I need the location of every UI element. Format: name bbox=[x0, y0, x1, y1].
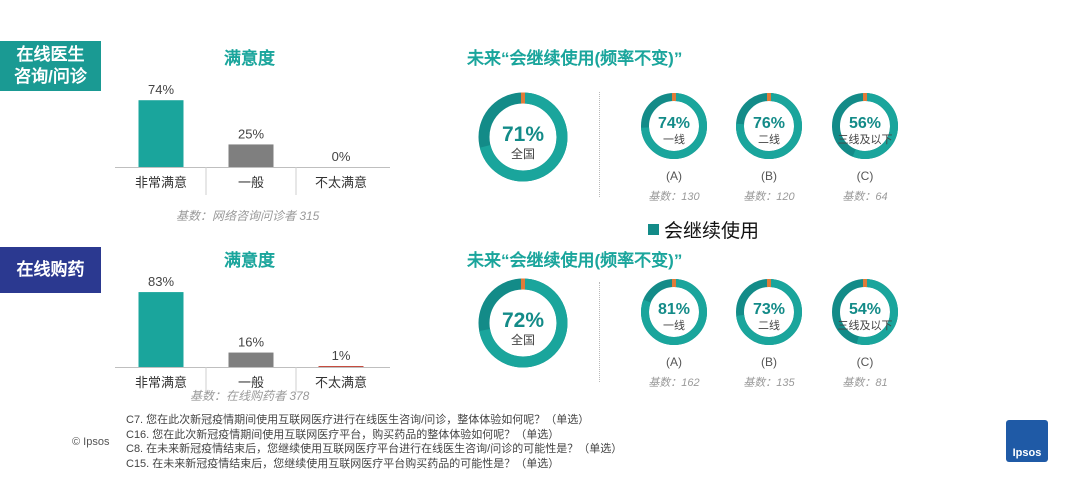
donut-sublabel: 一线 bbox=[663, 318, 685, 332]
base-note: 基数：在线购药者 378 bbox=[190, 389, 310, 403]
tier-base: 基数：64 bbox=[842, 190, 887, 203]
continue-use-title: 未来“会继续使用(频率不变)” bbox=[467, 251, 683, 270]
donut-percent-label: 76% bbox=[753, 115, 785, 132]
bar bbox=[138, 100, 184, 167]
category-label: 不太满意 bbox=[315, 175, 367, 190]
tier-letter: (B) bbox=[761, 355, 777, 369]
donut-sublabel: 一线 bbox=[663, 132, 685, 146]
section-tag-line-1: 在线购药 bbox=[16, 260, 85, 279]
donut-percent-label: 81% bbox=[658, 301, 690, 318]
donut-sublabel: 全国 bbox=[511, 146, 535, 161]
section-tag-line-1: 在线医生 bbox=[16, 45, 85, 64]
donut-percent-label: 72% bbox=[502, 309, 544, 332]
tier-letter: (A) bbox=[666, 355, 682, 369]
bar-value-label: 83% bbox=[148, 274, 174, 289]
bar-value-label: 16% bbox=[238, 335, 264, 350]
tier-base: 基数：135 bbox=[743, 376, 795, 389]
tier-letter: (C) bbox=[857, 169, 874, 183]
donut-start-marker bbox=[767, 279, 771, 287]
question-note: C8. 在未来新冠疫情结束后，您继续使用互联网医疗平台进行在线医生咨询/问诊的可… bbox=[126, 443, 623, 455]
tier-base: 基数：120 bbox=[743, 190, 795, 203]
donut-start-marker bbox=[767, 93, 771, 101]
donut-start-marker bbox=[672, 279, 676, 287]
section-tag-online-pharmacy: 在线购药 bbox=[0, 247, 101, 293]
tier-base: 基数：81 bbox=[842, 376, 887, 389]
satisfaction-bar-chart: 74% 非常满意 25% 一般 0% 不太满意 bbox=[115, 82, 390, 195]
legend: 会继续使用 bbox=[648, 216, 759, 243]
bar-value-label: 1% bbox=[332, 348, 351, 363]
donut-start-marker bbox=[863, 93, 867, 101]
donut-start-marker bbox=[521, 92, 525, 104]
divider bbox=[599, 282, 600, 382]
tier-base: 基数：130 bbox=[648, 190, 700, 203]
copyright: © Ipsos bbox=[72, 436, 110, 448]
category-label: 一般 bbox=[238, 375, 264, 390]
bar bbox=[228, 144, 274, 167]
ipsos-logo: Ipsos bbox=[1006, 420, 1048, 462]
section-tag-line-2: 咨询/问诊 bbox=[14, 67, 87, 86]
divider bbox=[599, 92, 600, 197]
donut-start-marker bbox=[521, 278, 525, 290]
bar bbox=[138, 292, 184, 367]
question-note: C16. 您在此次新冠疫情期间使用互联网医疗平台，购买药品的整体体验如何呢？（单… bbox=[126, 428, 560, 441]
satisfaction-bar-chart: 83% 非常满意 16% 一般 1% 不太满意 bbox=[115, 274, 390, 392]
continue-use-donuts: 71%全国 74%一线 (A) 基数：130 76%二线 (B) 基数：120 56%三线及以… bbox=[478, 92, 898, 203]
bar-value-label: 74% bbox=[148, 82, 174, 97]
base-note: 基数：网络咨询问诊者 315 bbox=[176, 209, 320, 223]
donut-sublabel: 全国 bbox=[511, 332, 535, 347]
bar bbox=[228, 352, 274, 367]
tier-base: 基数：162 bbox=[648, 376, 699, 389]
bar-value-label: 0% bbox=[332, 149, 351, 164]
donut-sublabel: 三线及以下 bbox=[838, 318, 893, 332]
category-label: 一般 bbox=[238, 175, 264, 190]
tier-letter: (C) bbox=[857, 355, 874, 369]
tier-letter: (A) bbox=[666, 169, 682, 183]
satisfaction-title: 满意度 bbox=[224, 251, 275, 270]
bar bbox=[318, 366, 364, 367]
question-note: C7. 您在此次新冠疫情期间使用互联网医疗进行在线医生咨询/问诊，整体体验如何呢… bbox=[126, 414, 590, 426]
donut-percent-label: 54% bbox=[849, 301, 881, 318]
legend-swatch bbox=[648, 224, 659, 235]
question-notes: C7. 您在此次新冠疫情期间使用互联网医疗进行在线医生咨询/问诊，整体体验如何呢… bbox=[126, 413, 622, 471]
category-label: 非常满意 bbox=[135, 375, 187, 390]
continue-use-donuts: 72%全国 81%一线 (A) 基数：162 73%二线 (B) 基数：135 54%三线及以… bbox=[478, 278, 898, 389]
satisfaction-title: 满意度 bbox=[224, 49, 275, 68]
category-label: 不太满意 bbox=[315, 375, 367, 390]
donut-sublabel: 二线 bbox=[758, 132, 780, 146]
donut-start-marker bbox=[863, 279, 867, 287]
logo-text: Ipsos bbox=[1012, 447, 1042, 459]
tier-letter: (B) bbox=[761, 169, 777, 183]
legend-label: 会继续使用 bbox=[664, 221, 760, 242]
donut-start-marker bbox=[672, 93, 676, 101]
category-label: 非常满意 bbox=[135, 175, 187, 190]
donut-percent-label: 73% bbox=[753, 301, 785, 318]
section-tag-online-consult: 在线医生 咨询/问诊 bbox=[0, 41, 101, 91]
donut-percent-label: 71% bbox=[502, 123, 544, 146]
continue-use-title: 未来“会继续使用(频率不变)” bbox=[467, 49, 683, 68]
donut-percent-label: 56% bbox=[849, 115, 881, 132]
donut-sublabel: 二线 bbox=[758, 318, 780, 332]
bar-value-label: 25% bbox=[238, 126, 264, 141]
question-note: C15. 在未来新冠疫情结束后，您继续使用互联网医疗平台购买药品的可能性是？（单… bbox=[126, 457, 560, 470]
donut-percent-label: 74% bbox=[658, 115, 690, 132]
donut-sublabel: 三线及以下 bbox=[838, 132, 893, 146]
